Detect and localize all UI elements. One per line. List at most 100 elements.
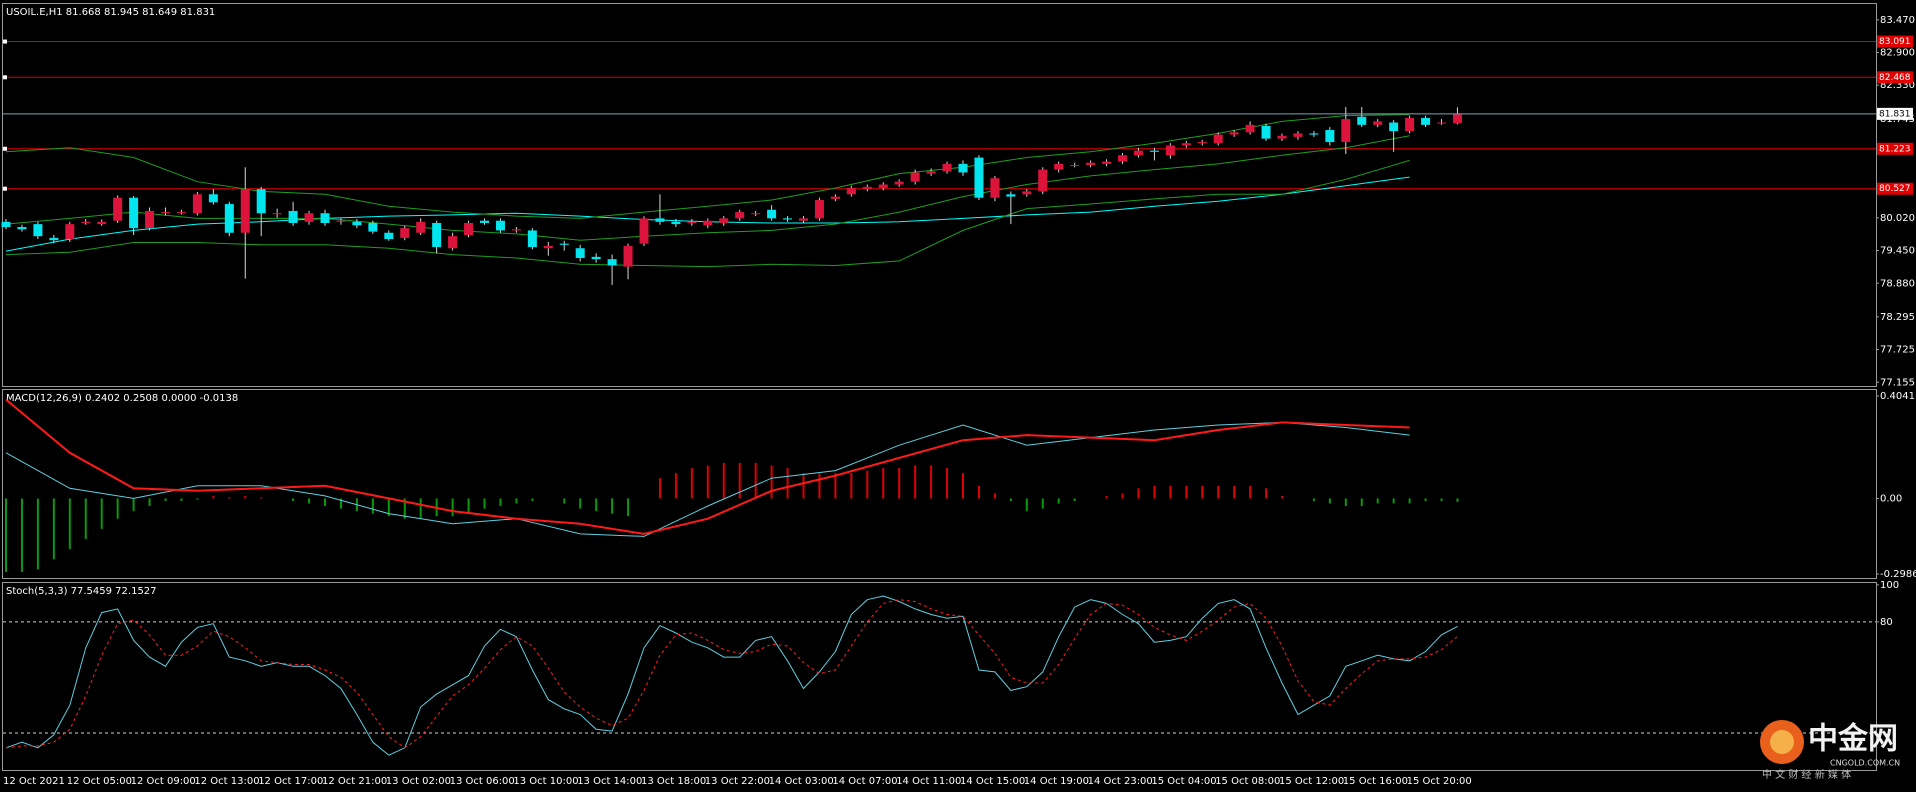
candle-body [352, 221, 362, 226]
watermark-logo-inner [1770, 730, 1794, 754]
watermark-slogan: 中 文 财 经 新 媒 体 [1762, 768, 1851, 781]
x-tick-label: 15 Oct 20:00 [1407, 776, 1472, 787]
candle-body [368, 222, 378, 232]
level-label-box [1877, 182, 1913, 195]
level-label: 83.091 [1879, 37, 1911, 47]
candle-body [1421, 117, 1431, 125]
y-tick-label: 83.470 [1880, 15, 1915, 26]
candle-body [1, 221, 11, 228]
watermark-name: 中金网 [1808, 722, 1898, 757]
candle-body [320, 213, 330, 223]
candle-body [687, 221, 697, 223]
x-tick-label: 15 Oct 16:00 [1343, 776, 1408, 787]
candle-body [1022, 191, 1032, 195]
candle-body [1229, 132, 1239, 135]
candle-body [862, 186, 872, 190]
x-tick-label: 15 Oct 04:00 [1151, 776, 1216, 787]
x-tick-label: 13 Oct 18:00 [641, 776, 706, 787]
candle-body [1261, 125, 1271, 139]
candle-body [1213, 134, 1223, 144]
candle-body [161, 212, 170, 214]
indicator-line [5, 595, 1458, 756]
x-tick-label: 13 Oct 06:00 [450, 776, 515, 787]
stoch-title: Stoch(5,3,3) 77.5459 72.1527 [6, 586, 157, 597]
x-tick-label: 13 Oct 14:00 [577, 776, 642, 787]
candle-body [1006, 194, 1016, 197]
level-label: 80.527 [1879, 184, 1911, 194]
x-tick-label: 15 Oct 12:00 [1279, 776, 1344, 787]
candle-body [703, 220, 713, 226]
x-tick-label: 12 Oct 2021 [3, 776, 65, 787]
level-marker [3, 39, 7, 44]
x-tick-label: 14 Oct 15:00 [960, 776, 1025, 787]
indicator-line [5, 159, 1410, 268]
candle-body [1437, 122, 1446, 124]
x-tick-label: 12 Oct 09:00 [131, 776, 196, 787]
candle-body [1181, 143, 1191, 146]
candle-body [1054, 163, 1064, 170]
y-tick-label: 0.4041 [1880, 391, 1915, 402]
x-tick-label: 14 Oct 07:00 [832, 776, 897, 787]
candle-body [448, 236, 458, 249]
y-tick-label: 0.00 [1880, 493, 1902, 504]
watermark-site: CNGOLD.COM.CN [1830, 759, 1900, 768]
candle-body [1165, 145, 1175, 156]
level-marker [3, 146, 7, 151]
candle-body [974, 157, 984, 198]
candle-body [384, 232, 394, 240]
y-tick-label: -0.2986 [1880, 569, 1916, 580]
indicator-line [5, 114, 1410, 219]
x-tick-label: 13 Oct 10:00 [513, 776, 578, 787]
candle-body [1133, 150, 1143, 156]
candle-body [655, 218, 665, 222]
candle-body [1373, 121, 1383, 125]
indicator-line [5, 599, 1458, 749]
candle-body [575, 248, 585, 258]
x-tick-label: 13 Oct 22:00 [705, 776, 770, 787]
macd-title: MACD(12,26,9) 0.2402 0.2508 0.0000 -0.01… [6, 393, 238, 404]
y-tick-label: 78.295 [1880, 312, 1915, 323]
candle-body [799, 218, 808, 221]
candle-body [336, 220, 346, 222]
x-tick-label: 15 Oct 08:00 [1215, 776, 1280, 787]
candle-body [1118, 155, 1127, 162]
candle-body [288, 210, 298, 223]
candle-body [240, 189, 250, 233]
level-marker [3, 75, 7, 80]
level-label-box [1877, 35, 1913, 48]
candle-body [176, 212, 186, 214]
candle-body [1245, 124, 1255, 133]
candle-body [767, 209, 777, 219]
candle-body [1197, 142, 1207, 144]
level-label: 81.223 [1879, 144, 1911, 154]
candle-body [878, 184, 888, 188]
candle-body [432, 222, 442, 248]
candle-body [1452, 113, 1462, 124]
candle-body [256, 189, 266, 214]
x-tick-label: 14 Oct 03:00 [769, 776, 834, 787]
candle-body [416, 221, 426, 233]
indicator-line [5, 421, 1410, 537]
candle-body [1038, 169, 1048, 192]
candle-body [1277, 135, 1287, 139]
candle-body [751, 213, 761, 215]
x-tick-label: 12 Oct 17:00 [258, 776, 323, 787]
candle-body [846, 187, 856, 195]
candle-body [400, 228, 410, 238]
level-label-box [1877, 71, 1913, 84]
level-label: 82.468 [1879, 73, 1911, 83]
candle-body [1325, 129, 1335, 143]
candle-body [894, 181, 904, 185]
last-price-label: 81.831 [1879, 109, 1911, 119]
candle-body [224, 204, 234, 233]
candle-body [33, 224, 43, 237]
candle-body [814, 200, 824, 219]
candle-body [145, 210, 155, 229]
candle-body [1341, 119, 1351, 143]
x-tick-label: 14 Oct 11:00 [896, 776, 961, 787]
candle-body [97, 221, 107, 225]
watermark: 中金网 CNGOLD.COM.CN 中 文 财 经 新 媒 体 [1760, 720, 1900, 781]
